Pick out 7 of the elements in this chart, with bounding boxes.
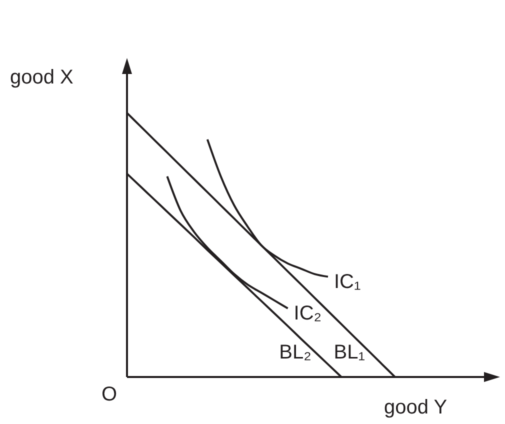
text: O	[101, 383, 117, 406]
series-label: IC₁	[334, 270, 361, 293]
y-axis-title: good X	[10, 66, 74, 88]
x-axis-title: good Y	[384, 396, 448, 418]
series-label: IC₂	[294, 302, 322, 325]
series-label: BL₂	[279, 341, 312, 364]
series-label: BL₁	[334, 341, 366, 364]
